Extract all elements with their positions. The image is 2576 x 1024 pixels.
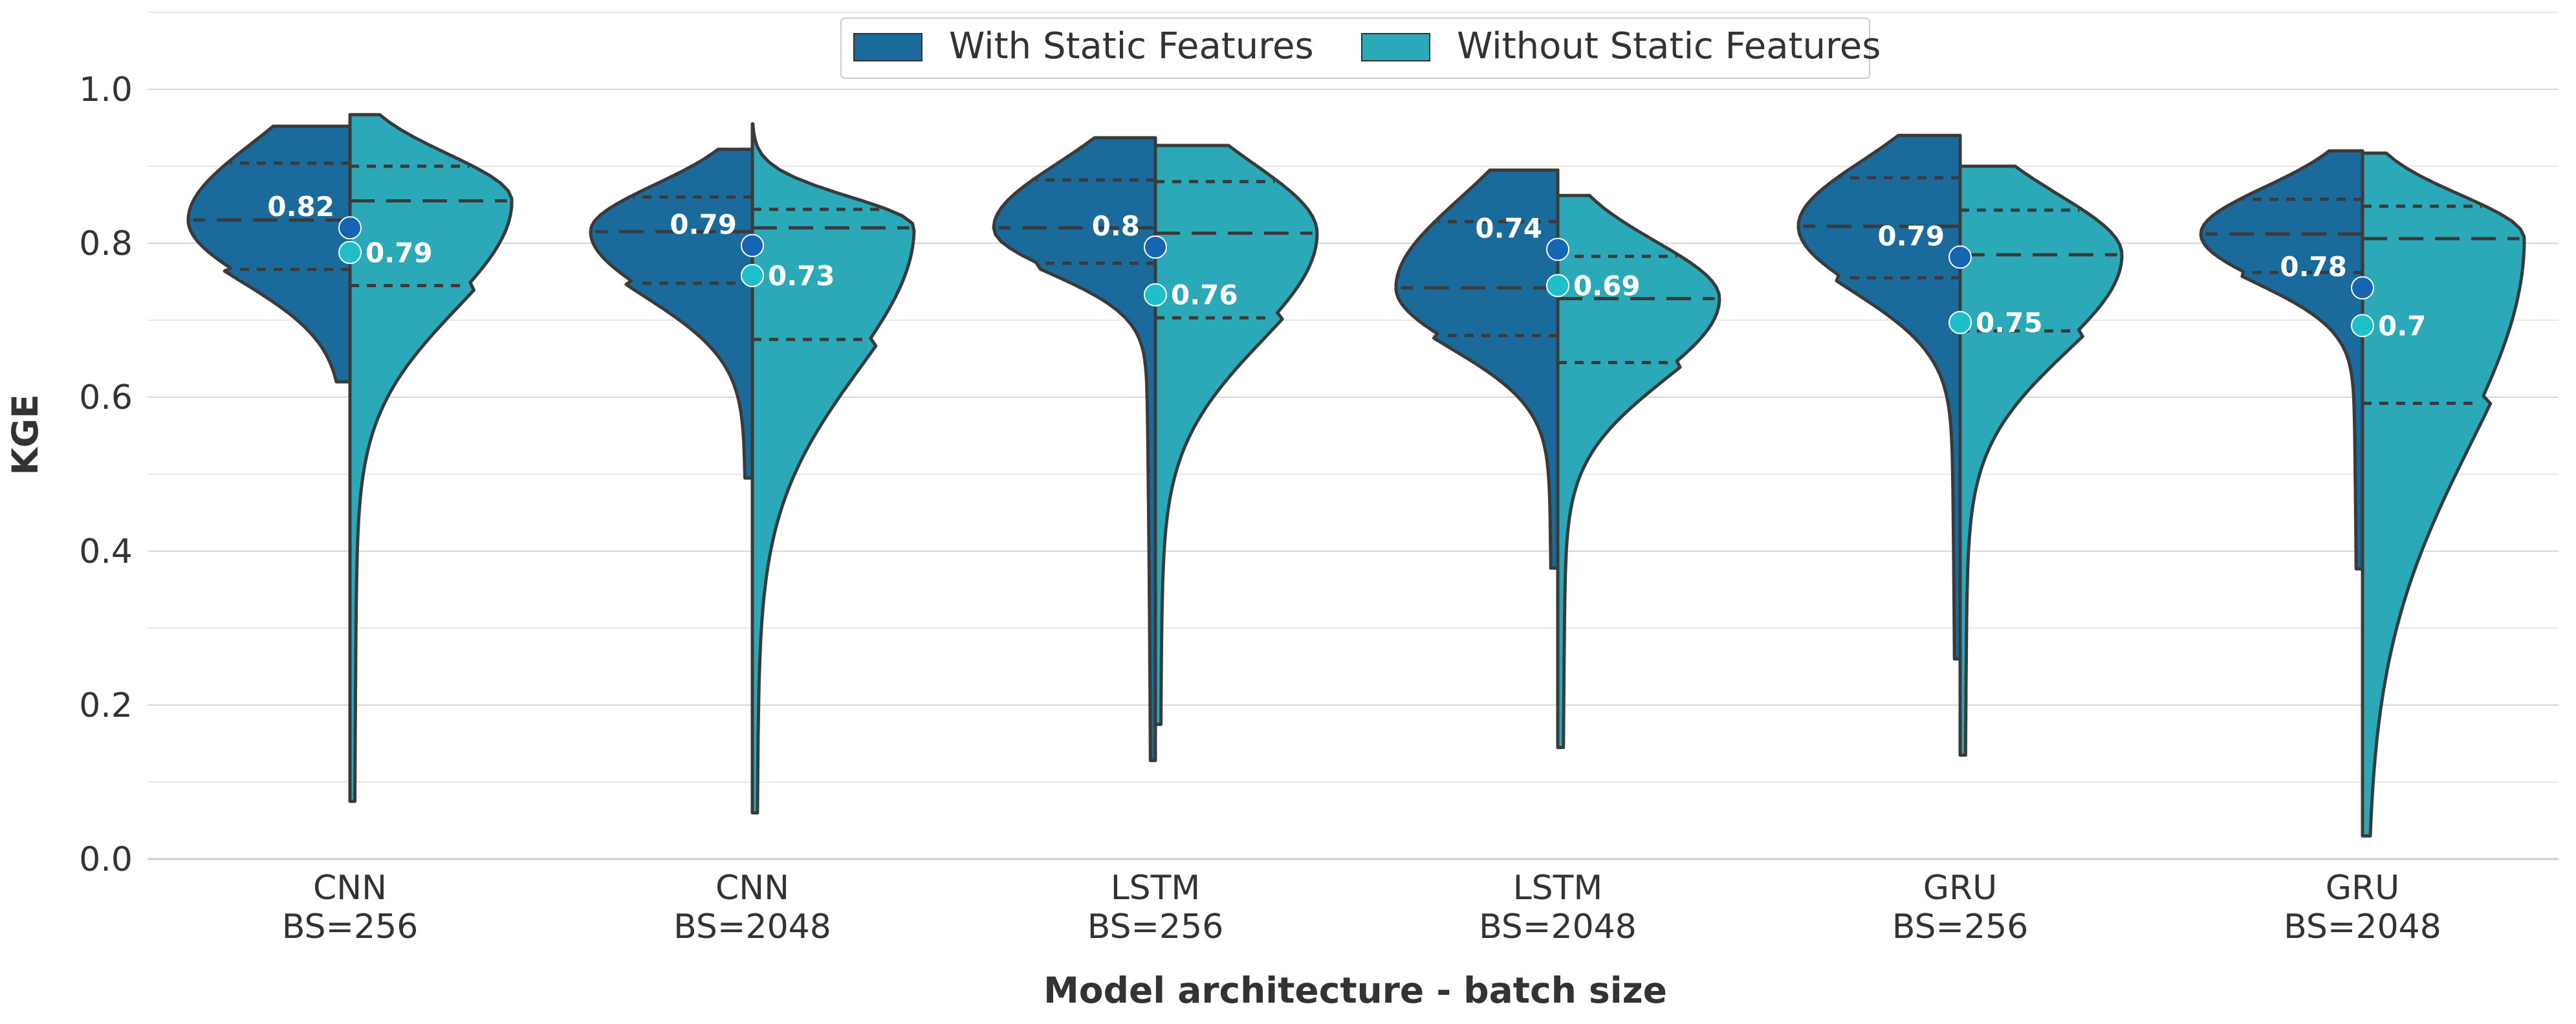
y-tick-label: 1.0 — [79, 71, 133, 109]
x-tick-label: CNN BS=256 — [282, 869, 419, 946]
y-tick-label: 0.6 — [79, 378, 133, 417]
mean-marker-without-static — [2351, 314, 2374, 338]
mean-marker-with-static — [1546, 237, 1569, 261]
mean-label-with-static: 0.8 — [1092, 210, 1140, 242]
x-tick-label: GRU BS=2048 — [2284, 869, 2441, 946]
mean-label-without-static: 0.79 — [366, 237, 433, 268]
axis-layer: 0.0 0.2 0.4 0.6 0.8 1.0 CNN BS=256 CNN BS=2048 LST… — [79, 71, 2559, 946]
violin-without-static — [2361, 151, 2526, 838]
x-tick-label: GRU BS=256 — [1892, 869, 2029, 946]
mean-label-with-static: 0.74 — [1475, 213, 1542, 245]
x-axis-title: Model architecture - batch size — [1043, 970, 1667, 1011]
y-tick-label: 0.4 — [79, 532, 133, 571]
grid-layer — [147, 12, 2559, 860]
mean-marker-without-static — [1144, 283, 1167, 307]
x-tick-label: LSTM BS=256 — [1087, 869, 1224, 946]
y-axis-title: KGE — [5, 394, 46, 475]
mean-label-without-static: 0.75 — [1976, 307, 2043, 339]
mean-label-with-static: 0.79 — [670, 209, 737, 241]
mean-label-without-static: 0.69 — [1573, 270, 1641, 301]
violin-with-static — [186, 124, 352, 384]
mean-marker-without-static — [1546, 274, 1569, 298]
mean-label-with-static: 0.82 — [267, 191, 334, 223]
legend-label-with-static: With Static Features — [949, 25, 1314, 67]
legend-label-without-static: Without Static Features — [1457, 25, 1881, 67]
mean-marker-without-static — [741, 263, 764, 287]
legend-swatch-without-static — [1361, 33, 1430, 61]
y-tick-label: 0.8 — [79, 224, 133, 263]
mean-marker-with-static — [2351, 276, 2374, 300]
violin-without-static — [750, 122, 916, 815]
mean-label-without-static: 0.76 — [1171, 279, 1238, 311]
mean-label-without-static: 0.73 — [768, 260, 835, 292]
mean-marker-with-static — [1144, 235, 1167, 259]
x-tick-label: LSTM BS=2048 — [1479, 869, 1637, 946]
mean-marker-with-static — [338, 216, 362, 240]
violin-without-static — [1153, 144, 1319, 726]
mean-label-with-static: 0.78 — [2280, 251, 2347, 283]
legend: With Static Features Without Static Feat… — [840, 17, 1881, 79]
violin-without-static — [348, 113, 514, 803]
y-tick-label: 0.0 — [79, 840, 133, 879]
y-tick-label: 0.2 — [79, 686, 133, 725]
mean-marker-without-static — [1948, 310, 1972, 334]
x-tick-label: CNN BS=2048 — [673, 869, 831, 946]
legend-box — [840, 17, 1870, 79]
violin-without-static — [1556, 193, 1721, 749]
mean-label-with-static: 0.79 — [1877, 220, 1945, 252]
violin-with-static — [992, 136, 1157, 763]
violin-without-static — [1958, 164, 2124, 757]
violin-layer: 0.82 0.79 0.8 0.74 0.79 0.78 0.79 0.73 0.76 0.69 0… — [186, 113, 2526, 838]
legend-swatch-with-static — [853, 33, 922, 61]
mean-marker-with-static — [741, 234, 764, 257]
violin-with-static — [1796, 133, 1962, 661]
mean-label-without-static: 0.7 — [2378, 310, 2426, 342]
violin-with-static — [2199, 149, 2364, 571]
mean-marker-without-static — [338, 241, 362, 265]
mean-marker-with-static — [1948, 245, 1972, 269]
violin-with-static — [1394, 168, 1560, 570]
